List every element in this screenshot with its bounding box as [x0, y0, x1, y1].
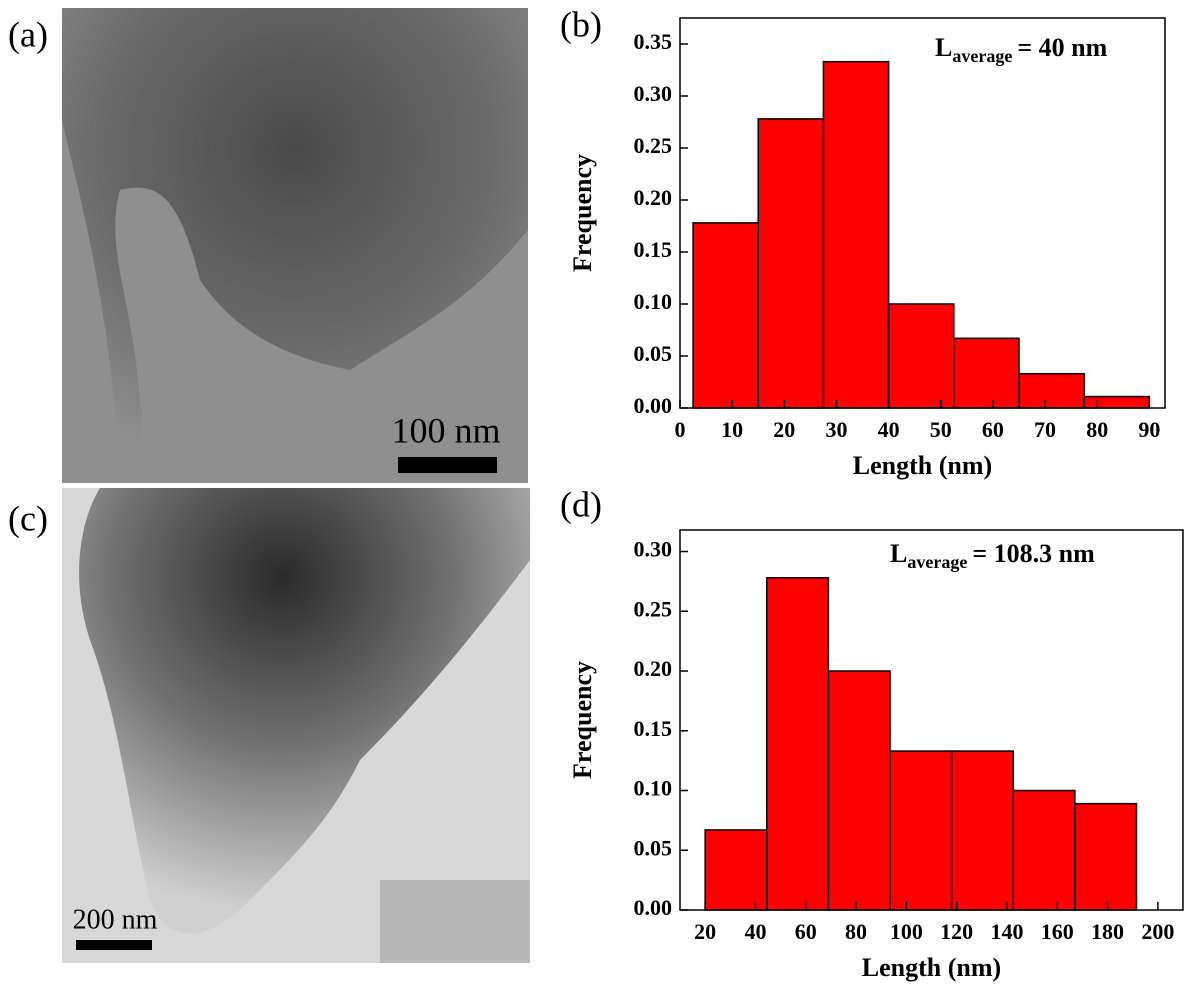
y-tick-label: 0.15 [634, 237, 673, 262]
y-axis-label: Frequency [568, 661, 597, 779]
bar [1019, 374, 1084, 408]
annotation: Laverage= 40 nm [935, 33, 1108, 66]
bar [823, 62, 888, 408]
x-tick-label: 70 [1034, 417, 1056, 442]
annotation-text: = 108.3 nm [972, 539, 1095, 568]
bar [1013, 791, 1075, 910]
x-axis-label: Length (nm) [862, 953, 1001, 982]
x-tick-label: 100 [890, 919, 923, 944]
y-tick-label: 0.05 [634, 835, 673, 860]
panel-label: (b) [560, 4, 602, 44]
y-tick-label: 0.30 [634, 537, 673, 562]
y-tick-label: 0.30 [634, 81, 673, 106]
annotation-symbol: L [890, 539, 907, 568]
x-tick-label: 20 [773, 417, 795, 442]
annotation-subscript: average [907, 552, 967, 572]
annotation-subscript: average [952, 46, 1012, 66]
annotation-symbol: L [935, 33, 952, 62]
annotation-text: = 40 nm [1017, 33, 1107, 62]
scale-bar [398, 457, 497, 473]
y-tick-label: 0.00 [634, 393, 673, 418]
x-tick-label: 90 [1138, 417, 1160, 442]
x-tick-label: 80 [845, 919, 867, 944]
figure: 100 nm 200 nm (a) (b) (c) (d) 0.00 0.05 0.… [0, 0, 1192, 998]
tem-image-c [62, 488, 530, 963]
y-tick-label: 0.15 [634, 716, 673, 741]
x-tick-label: 200 [1141, 919, 1174, 944]
y-tick-label: 0.35 [634, 29, 673, 54]
x-tick-label: 160 [1041, 919, 1074, 944]
y-tick-label: 0.05 [634, 341, 673, 366]
bar [693, 223, 758, 408]
annotation: Laverage= 108.3 nm [890, 539, 1095, 572]
bar [705, 830, 767, 910]
x-tick-label: 20 [694, 919, 716, 944]
y-tick-label: 0.20 [634, 656, 673, 681]
bar [954, 338, 1019, 408]
y-tick-label: 0.20 [634, 185, 673, 210]
x-tick-label: 40 [744, 919, 766, 944]
x-tick-label: 40 [878, 417, 900, 442]
panel-label: (d) [560, 484, 602, 524]
panel-label: (c) [8, 498, 48, 538]
bar [758, 119, 823, 408]
x-tick-label: 60 [795, 919, 817, 944]
x-tick-label: 10 [721, 417, 743, 442]
x-tick-label: 140 [990, 919, 1023, 944]
x-tick-label: 30 [825, 417, 847, 442]
scale-bar-label: 100 nm [391, 410, 500, 450]
x-tick-label: 60 [982, 417, 1004, 442]
x-tick-label: 50 [930, 417, 952, 442]
x-tick-label: 180 [1091, 919, 1124, 944]
y-tick-label: 0.25 [634, 133, 673, 158]
x-axis-label: Length (nm) [853, 451, 992, 480]
y-tick-label: 0.25 [634, 596, 673, 621]
y-tick-label: 0.10 [634, 289, 673, 314]
bar [952, 751, 1014, 910]
y-tick-label: 0.00 [634, 895, 673, 920]
scale-bar-label: 200 nm [73, 904, 158, 935]
y-tick-label: 0.10 [634, 776, 673, 801]
bar [767, 578, 829, 910]
x-tick-label: 0 [675, 417, 686, 442]
x-tick-label: 120 [940, 919, 973, 944]
bar [1075, 804, 1137, 910]
bar [828, 671, 890, 910]
x-tick-label: 80 [1086, 417, 1108, 442]
panel-label: (a) [8, 14, 48, 54]
y-axis-label: Frequency [568, 154, 597, 272]
bar [889, 304, 954, 408]
scale-bar [76, 940, 152, 950]
bar [1084, 397, 1149, 408]
bar [890, 751, 952, 910]
